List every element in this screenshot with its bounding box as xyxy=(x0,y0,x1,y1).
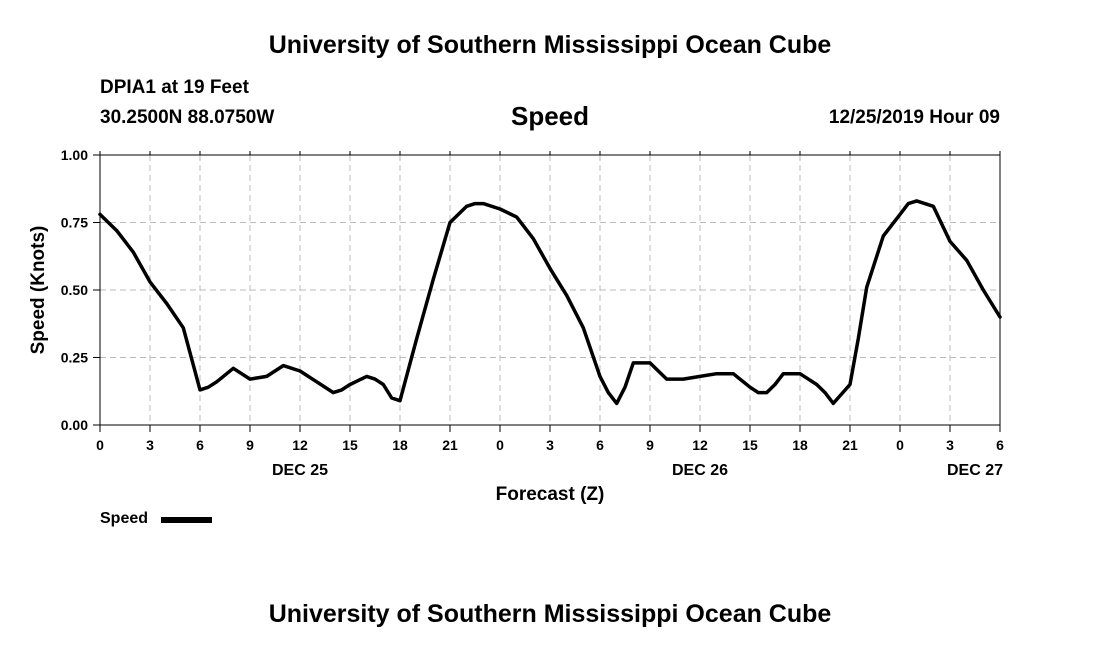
x-axis-title: Forecast (Z) xyxy=(496,484,605,505)
chart-series xyxy=(98,199,1002,406)
y-tick-label: 0.50 xyxy=(61,282,88,298)
x-tick-label: 3 xyxy=(946,437,954,453)
x-tick-label: 9 xyxy=(246,437,254,453)
x-tick-labels: 0 3 6 9 12 15 18 21 0 3 6 9 12 15 18 21 0 3 6 xyxy=(96,437,1004,453)
forecast-datetime: 12/25/2019 Hour 09 xyxy=(828,107,1000,128)
station-label: DPIA1 at 19 Feet xyxy=(100,77,249,98)
y-axis-title: Speed (Knots) xyxy=(28,226,49,355)
y-tick-label: 0.00 xyxy=(61,417,88,433)
date-label: DEC 25 xyxy=(272,462,328,479)
y-tick-label: 1.00 xyxy=(61,147,88,163)
x-tick-label: 12 xyxy=(292,437,308,453)
x-tick-label: 9 xyxy=(646,437,654,453)
x-tick-label: 3 xyxy=(146,437,154,453)
speed-series-line xyxy=(98,199,1002,406)
footer-title: University of Southern Mississippi Ocean… xyxy=(268,600,832,628)
chart-ticks xyxy=(93,151,1001,432)
x-tick-label: 6 xyxy=(996,437,1004,453)
x-tick-label: 21 xyxy=(842,437,858,453)
x-tick-label: 6 xyxy=(196,437,204,453)
chart-title: University of Southern Mississippi Ocean… xyxy=(268,31,832,59)
date-labels: DEC 25 DEC 26 DEC 27 xyxy=(272,462,1003,479)
x-tick-label: 12 xyxy=(692,437,708,453)
date-label: DEC 27 xyxy=(947,462,1003,479)
coordinates-label: 30.2500N 88.0750W xyxy=(100,107,275,128)
x-tick-label: 0 xyxy=(496,437,504,453)
legend-swatch xyxy=(161,517,212,523)
x-tick-label: 0 xyxy=(96,437,104,453)
x-tick-label: 18 xyxy=(792,437,808,453)
x-tick-label: 18 xyxy=(392,437,408,453)
x-tick-label: 15 xyxy=(742,437,758,453)
x-tick-label: 15 xyxy=(342,437,358,453)
x-tick-label: 3 xyxy=(546,437,554,453)
x-tick-label: 21 xyxy=(442,437,458,453)
variable-title: Speed xyxy=(510,101,590,131)
y-tick-label: 0.25 xyxy=(61,350,88,366)
date-label: DEC 26 xyxy=(672,462,728,479)
x-tick-label: 6 xyxy=(596,437,604,453)
legend-label: Speed xyxy=(100,510,149,527)
y-tick-label: 0.75 xyxy=(61,215,88,231)
x-tick-label: 0 xyxy=(896,437,904,453)
y-tick-labels: 0.00 0.25 0.50 0.75 1.00 xyxy=(61,147,88,433)
